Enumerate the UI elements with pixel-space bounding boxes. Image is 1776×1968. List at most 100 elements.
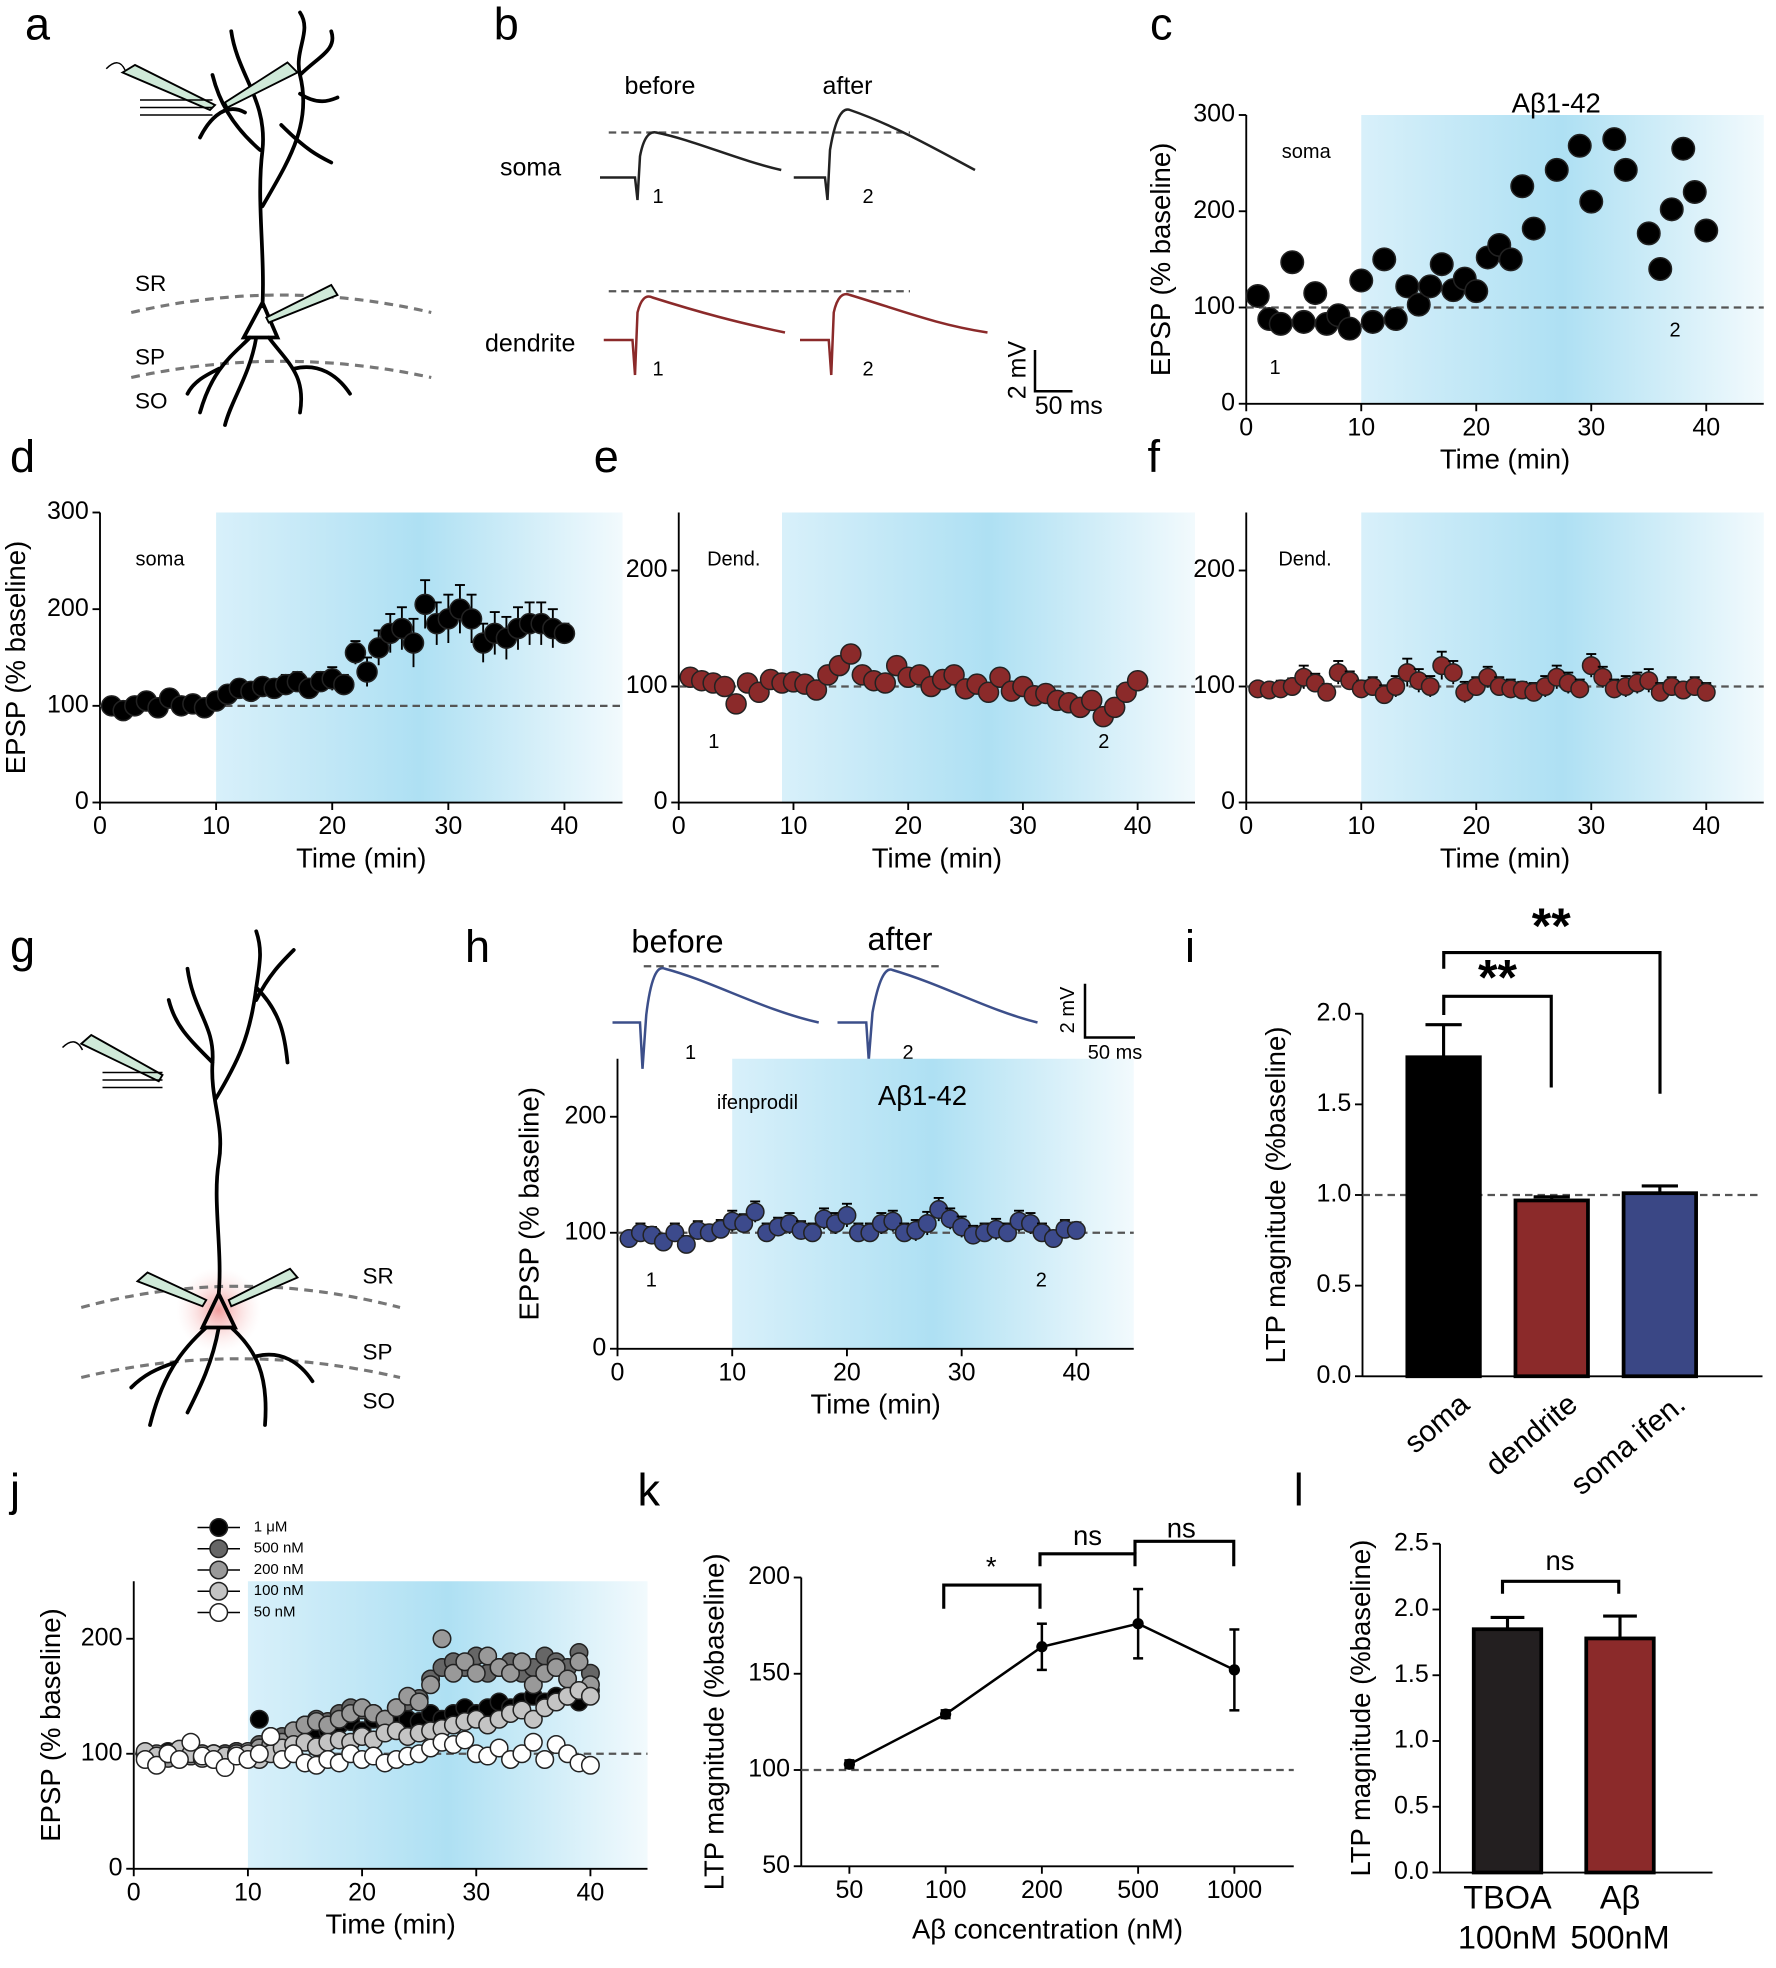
data-point: [1510, 174, 1535, 199]
significance-label: ns: [1073, 1520, 1102, 1551]
data-point: [1383, 307, 1408, 332]
data-point: [523, 1675, 543, 1695]
data-point: [989, 666, 1011, 688]
y-tick-label: 50: [762, 1851, 790, 1879]
x-tick-label: 20: [833, 1358, 861, 1386]
y-tick-label: 200: [1193, 196, 1235, 224]
y-tick-label: 0.0: [1394, 1857, 1429, 1885]
legend-marker: [209, 1560, 229, 1580]
data-point: [734, 1213, 754, 1233]
data-point: [1694, 218, 1719, 243]
x-axis-label: Time (min): [296, 842, 426, 873]
data-point: [455, 1730, 475, 1750]
data-point: [1103, 696, 1126, 719]
x-tick-label: 20: [318, 812, 346, 840]
x-tick-label: 200: [1021, 1876, 1063, 1904]
x-tick-label: 30: [434, 812, 462, 840]
y-axis-label: EPSP (% baseline): [514, 1087, 545, 1320]
y-tick-label: 2.0: [1316, 998, 1351, 1026]
x-tick-label: 100nM: [1458, 1920, 1557, 1956]
y-tick-label: 0.5: [1394, 1791, 1429, 1819]
data-point: [466, 1663, 486, 1683]
y-tick-label: 200: [626, 555, 668, 583]
x-tick-label: 10: [1347, 812, 1375, 840]
x-tick-label: 1000: [1207, 1876, 1263, 1904]
annotation: ifenprodil: [717, 1092, 798, 1114]
x-tick-label: 40: [1124, 812, 1152, 840]
data-point: [1570, 679, 1590, 699]
data-point: [386, 1698, 406, 1718]
data-point: [356, 661, 378, 683]
x-tick-label: 10: [718, 1358, 746, 1386]
legend-label: 500 nM: [254, 1540, 304, 1557]
data-point: [676, 1234, 696, 1254]
y-tick-label: 0: [592, 1333, 606, 1361]
panel-label: i: [1185, 921, 1195, 972]
data-point: [1418, 274, 1443, 299]
legend-label: 1 μM: [254, 1518, 288, 1535]
legend-label: 100 nM: [254, 1582, 304, 1599]
data-point: [1337, 316, 1362, 341]
legend-marker: [209, 1602, 229, 1622]
data-point: [1386, 677, 1406, 697]
data-point: [1372, 247, 1397, 272]
significance-label: ns: [1545, 1545, 1574, 1576]
data-point: [553, 622, 576, 645]
y-tick-label: 100: [1193, 292, 1235, 320]
data-point: [1544, 157, 1569, 182]
annotation: 1: [646, 1270, 657, 1292]
y-tick-label: 200: [47, 594, 89, 622]
y-tick-label: 0: [109, 1853, 123, 1881]
data-point: [1443, 663, 1463, 683]
bar: [1513, 1198, 1590, 1379]
y-tick-label: 300: [1193, 100, 1235, 128]
trace-label: after: [867, 921, 932, 957]
data-point: [805, 679, 828, 701]
row-label: soma: [500, 153, 561, 181]
x-tick-label: 40: [551, 812, 579, 840]
x-tick-label: soma: [1398, 1387, 1476, 1460]
x-axis-label: Time (min): [325, 1909, 455, 1940]
data-point: [512, 1744, 532, 1764]
data-point: [713, 675, 736, 698]
x-tick-label: 0: [127, 1878, 141, 1906]
trace-label: before: [625, 72, 696, 100]
trace-number: 2: [863, 186, 874, 208]
data-point: [1639, 671, 1659, 691]
y-tick-label: 0: [75, 787, 89, 815]
y-tick-label: 100: [1193, 671, 1235, 699]
data-point: [169, 1749, 189, 1769]
scale-label: 2 mV: [1057, 986, 1079, 1033]
data-point: [1636, 221, 1661, 246]
x-tick-label: 50: [835, 1876, 863, 1904]
annotation: 1: [708, 731, 719, 753]
x-tick-label: 40: [1692, 812, 1720, 840]
y-tick-label: 200: [748, 1562, 790, 1590]
row-label: dendrite: [485, 330, 575, 358]
panel-label: a: [25, 0, 51, 49]
data-point: [391, 617, 413, 640]
x-tick-label: 0: [1239, 413, 1253, 441]
x-tick-label: 10: [202, 812, 230, 840]
panel-labels: a b c d e f g h i j k l: [8, 0, 1304, 1516]
y-axis-label: EPSP (% baseline): [1145, 143, 1176, 376]
data-point: [1567, 133, 1592, 158]
y-tick-label: 1.5: [1316, 1089, 1351, 1117]
annotation: 2: [1669, 320, 1680, 342]
y-tick-label: 1.0: [1316, 1180, 1351, 1208]
y-tick-label: 300: [47, 497, 89, 525]
y-axis-label: LTP magnitude (%baseline): [1260, 1027, 1291, 1364]
y-tick-label: 0: [654, 787, 668, 815]
x-tick-label: 100: [925, 1876, 967, 1904]
x-tick-label: 30: [1577, 812, 1605, 840]
x-tick-label: 40: [1062, 1358, 1090, 1386]
y-tick-label: 1.0: [1394, 1726, 1429, 1754]
x-tick-label: 10: [234, 1878, 262, 1906]
annotation: 2: [1098, 731, 1109, 753]
x-tick-label: 0: [672, 812, 686, 840]
data-point: [523, 1732, 543, 1752]
data-point: [837, 1205, 857, 1225]
data-point: [1132, 1618, 1144, 1630]
